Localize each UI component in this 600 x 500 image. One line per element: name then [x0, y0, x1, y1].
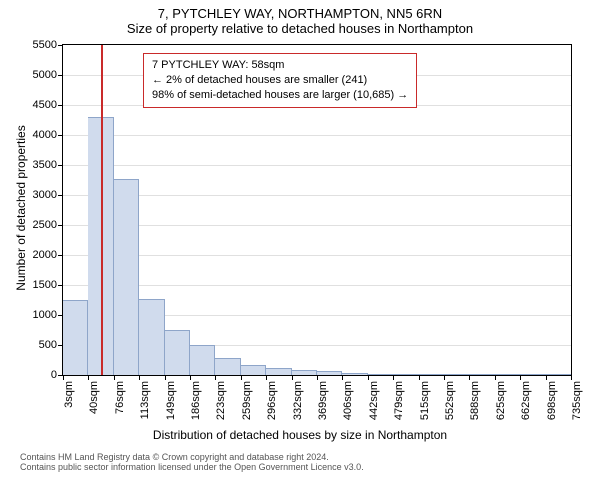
gridline: [63, 225, 571, 226]
title-line1: 7, PYTCHLEY WAY, NORTHAMPTON, NN5 6RN: [0, 6, 600, 21]
footer-line2: Contains public sector information licen…: [20, 462, 600, 472]
gridline: [63, 165, 571, 166]
histogram-bar: [546, 374, 571, 375]
xtick-label: 296sqm: [266, 381, 278, 420]
histogram-bar: [469, 374, 494, 375]
gridline: [63, 285, 571, 286]
xtick-mark: [571, 375, 572, 380]
histogram-bar: [342, 373, 367, 375]
ytick-mark: [58, 285, 63, 286]
title-line2: Size of property relative to detached ho…: [0, 21, 600, 36]
footer-line1: Contains HM Land Registry data © Crown c…: [20, 452, 600, 462]
reference-line: [101, 45, 103, 375]
footer: Contains HM Land Registry data © Crown c…: [0, 452, 600, 472]
xtick-mark: [444, 375, 445, 380]
xtick-mark: [215, 375, 216, 380]
ytick-mark: [58, 105, 63, 106]
xtick-mark: [63, 375, 64, 380]
xtick-mark: [469, 375, 470, 380]
xtick-label: 113sqm: [139, 381, 151, 419]
histogram-bar: [495, 374, 520, 375]
xtick-mark: [520, 375, 521, 380]
ytick-mark: [58, 165, 63, 166]
histogram-bar: [165, 330, 190, 375]
xtick-label: 698sqm: [546, 381, 558, 420]
histogram-bar: [139, 299, 164, 376]
xtick-mark: [292, 375, 293, 380]
xtick-label: 3sqm: [63, 381, 75, 408]
xtick-mark: [495, 375, 496, 380]
histogram-bar: [190, 345, 215, 375]
xtick-mark: [317, 375, 318, 380]
histogram-bar: [419, 374, 444, 375]
xtick-mark: [419, 375, 420, 380]
ytick-mark: [58, 45, 63, 46]
xtick-mark: [342, 375, 343, 380]
histogram-bar: [520, 374, 545, 375]
y-axis-label: Number of detached properties: [14, 125, 28, 290]
annotation-box: 7 PYTCHLEY WAY: 58sqm← 2% of detached ho…: [143, 53, 417, 108]
gridline: [63, 195, 571, 196]
chart-area: Number of detached properties 0500100015…: [0, 38, 600, 426]
xtick-label: 662sqm: [520, 381, 532, 420]
xtick-label: 552sqm: [444, 381, 456, 420]
histogram-bar: [241, 365, 266, 375]
xtick-mark: [88, 375, 89, 380]
xtick-label: 76sqm: [114, 381, 126, 414]
xtick-label: 223sqm: [215, 381, 227, 420]
annotation-line: 98% of semi-detached houses are larger (…: [152, 88, 408, 103]
xtick-label: 479sqm: [393, 381, 405, 420]
xtick-mark: [114, 375, 115, 380]
xtick-label: 406sqm: [342, 381, 354, 420]
ytick-mark: [58, 135, 63, 136]
ytick-mark: [58, 195, 63, 196]
xtick-mark: [165, 375, 166, 380]
histogram-bar: [444, 374, 469, 375]
histogram-bar: [215, 358, 240, 375]
xtick-label: 442sqm: [368, 381, 380, 420]
xtick-label: 588sqm: [469, 381, 481, 420]
xtick-mark: [266, 375, 267, 380]
gridline: [63, 255, 571, 256]
xtick-mark: [368, 375, 369, 380]
plot-region: 0500100015002000250030003500400045005000…: [62, 44, 572, 376]
xtick-label: 259sqm: [241, 381, 253, 420]
xtick-label: 625sqm: [495, 381, 507, 420]
histogram-bar: [292, 370, 317, 375]
xtick-mark: [190, 375, 191, 380]
histogram-bar: [393, 374, 418, 375]
xtick-mark: [393, 375, 394, 380]
annotation-line: 7 PYTCHLEY WAY: 58sqm: [152, 58, 408, 73]
xtick-label: 515sqm: [419, 381, 431, 420]
histogram-bar: [368, 374, 393, 375]
annotation-line: ← 2% of detached houses are smaller (241…: [152, 73, 408, 88]
ytick-mark: [58, 75, 63, 76]
xtick-label: 186sqm: [190, 381, 202, 420]
xtick-label: 332sqm: [292, 381, 304, 420]
xtick-label: 149sqm: [165, 381, 177, 420]
xtick-label: 735sqm: [571, 381, 583, 420]
gridline: [63, 135, 571, 136]
x-axis-label: Distribution of detached houses by size …: [0, 428, 600, 442]
histogram-bar: [114, 179, 139, 375]
xtick-mark: [241, 375, 242, 380]
histogram-bar: [63, 300, 88, 375]
xtick-label: 369sqm: [317, 381, 329, 420]
histogram-bar: [266, 368, 291, 375]
xtick-mark: [139, 375, 140, 380]
xtick-mark: [546, 375, 547, 380]
histogram-bar: [317, 371, 342, 375]
ytick-mark: [58, 225, 63, 226]
ytick-mark: [58, 255, 63, 256]
xtick-label: 40sqm: [88, 381, 100, 414]
chart-title: 7, PYTCHLEY WAY, NORTHAMPTON, NN5 6RN Si…: [0, 0, 600, 38]
